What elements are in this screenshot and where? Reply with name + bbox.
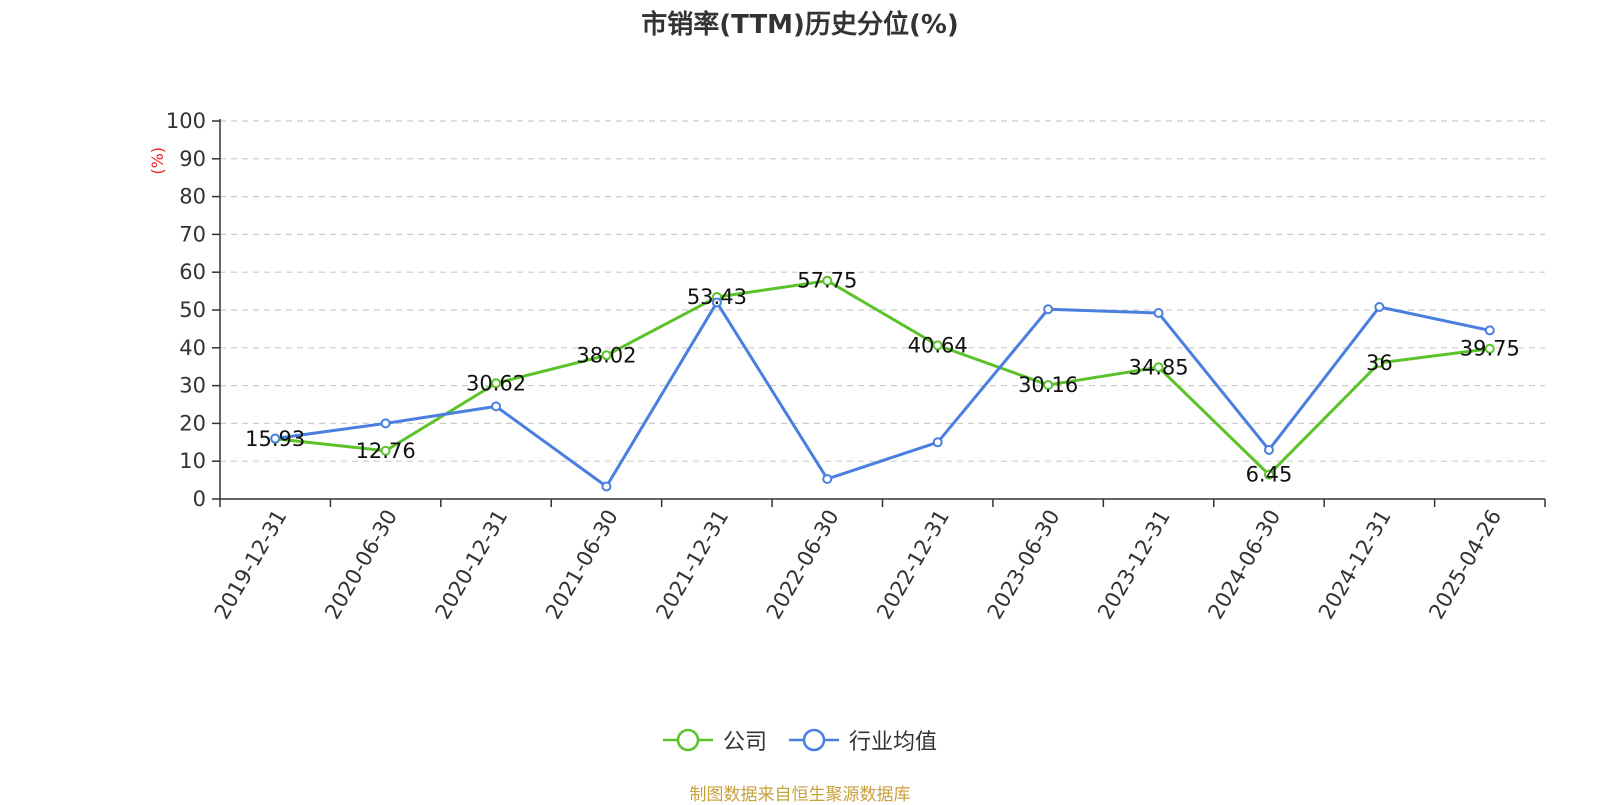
series-line — [275, 279, 1490, 477]
data-point — [932, 437, 943, 448]
y-tick-label: 60 — [179, 260, 206, 284]
legend-line-circle-icon — [789, 728, 839, 752]
series-line — [275, 300, 1491, 489]
series-lines — [270, 275, 1495, 492]
data-point — [932, 340, 943, 351]
data-label: 36 — [1366, 351, 1393, 375]
data-label: 12.76 — [356, 439, 416, 463]
data-point — [1374, 301, 1385, 312]
data-point — [1484, 343, 1495, 354]
legend-label: 公司 — [722, 730, 767, 755]
data-point — [380, 418, 391, 429]
data-point — [601, 481, 612, 492]
data-label: 40.64 — [908, 333, 968, 357]
legend-item[interactable]: 公司 — [662, 724, 767, 756]
data-label: 30.62 — [466, 371, 526, 395]
source-note: 制图数据来自恒生聚源数据库 — [689, 785, 911, 805]
data-label: 39.75 — [1460, 337, 1520, 361]
x-tick-label: 2022-12-31 — [872, 506, 954, 624]
x-tick-label: 2023-12-31 — [1093, 506, 1175, 624]
data-point — [1484, 325, 1495, 336]
y-tick-label: 90 — [179, 147, 206, 171]
data-point — [822, 473, 833, 484]
x-tick-label: 2022-06-30 — [762, 506, 844, 624]
legend-item[interactable]: 行业均值 — [789, 724, 937, 756]
y-tick-label: 40 — [179, 336, 206, 360]
grid-lines — [220, 120, 1545, 462]
data-point — [711, 297, 722, 308]
y-tick-label: 0 — [193, 487, 206, 511]
data-point — [1374, 357, 1385, 368]
data-labels: 15.93 12.76 30.62 38.02 53.43 57.75 40.64 30.16… — [245, 269, 1520, 487]
data-point — [1043, 379, 1054, 390]
x-tick-label: 2019-12-31 — [210, 506, 292, 624]
chart-title: 市销率(TTM)历史分位(%) — [641, 10, 959, 40]
data-label: 53.43 — [687, 285, 747, 309]
data-point — [822, 275, 833, 286]
data-point — [1153, 308, 1164, 319]
legend-line-circle-icon — [662, 728, 713, 752]
data-point — [1263, 444, 1274, 455]
data-point — [380, 445, 391, 456]
data-label: 30.16 — [1018, 373, 1078, 397]
data-label: 15.93 — [245, 427, 305, 451]
data-point — [1153, 362, 1164, 373]
y-tick-label: 50 — [179, 298, 206, 322]
data-label: 57.75 — [797, 269, 857, 293]
legend: 公司 行业均值 — [0, 722, 1600, 758]
x-tick-label: 2024-06-30 — [1203, 506, 1285, 624]
y-axis-label: (%) — [148, 147, 167, 175]
data-label: 38.02 — [576, 343, 636, 367]
y-tick-label: 80 — [179, 185, 206, 209]
y-tick-label: 70 — [179, 222, 206, 246]
x-tick-label: 2020-12-31 — [431, 506, 513, 624]
x-tick-label: 2021-06-30 — [541, 506, 623, 624]
data-label: 34.85 — [1128, 355, 1188, 379]
data-point — [1263, 469, 1274, 480]
x-tick-label: 2020-06-30 — [320, 506, 402, 624]
data-point — [491, 401, 502, 412]
data-point — [491, 378, 502, 389]
legend-label: 行业均值 — [849, 730, 938, 755]
y-tick-label: 20 — [179, 411, 206, 435]
data-point — [601, 350, 612, 361]
data-point — [1043, 304, 1054, 315]
data-point — [270, 433, 281, 444]
y-tick-label: 30 — [179, 374, 206, 398]
y-tick-label: 100 — [166, 109, 206, 133]
y-tick-label: 10 — [179, 449, 206, 473]
x-tick-label: 2024-12-31 — [1314, 506, 1396, 624]
data-label: 6.45 — [1246, 463, 1293, 487]
x-tick-label: 2023-06-30 — [983, 506, 1065, 624]
x-tick-label: 2021-12-31 — [651, 506, 733, 624]
x-tick-label: 2025-04-26 — [1424, 506, 1506, 624]
